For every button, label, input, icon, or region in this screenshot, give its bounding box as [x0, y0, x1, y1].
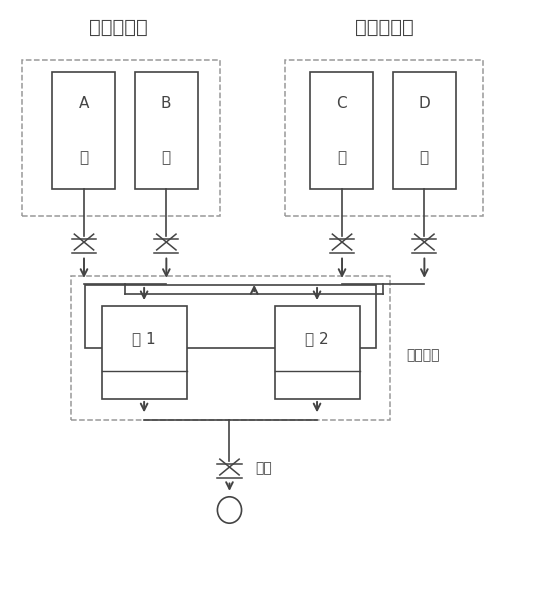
Circle shape	[217, 497, 242, 523]
Text: A: A	[79, 96, 89, 111]
Bar	[71, 276, 390, 420]
Text: 罐: 罐	[337, 150, 346, 165]
Bar	[274, 306, 360, 399]
Bar	[102, 306, 187, 399]
Bar	[135, 72, 198, 189]
Bar	[85, 285, 376, 348]
Text: D: D	[418, 96, 430, 111]
Text: 泵 1: 泵 1	[132, 331, 156, 346]
Bar	[285, 60, 483, 216]
Text: 井口: 井口	[255, 461, 272, 475]
Bar	[310, 72, 373, 189]
Text: 压井液罐组: 压井液罐组	[355, 17, 414, 37]
Text: 泵 2: 泵 2	[305, 331, 329, 346]
Text: 罐: 罐	[419, 150, 429, 165]
Text: 罐: 罐	[161, 150, 171, 165]
Bar	[393, 72, 456, 189]
Bar	[22, 60, 220, 216]
Text: 暂堵液罐组: 暂堵液罐组	[88, 17, 148, 37]
Text: 罐: 罐	[79, 150, 88, 165]
Text: B: B	[161, 96, 171, 111]
Text: C: C	[337, 96, 347, 111]
Text: 高压泵组: 高压泵组	[406, 348, 440, 362]
Bar	[52, 72, 115, 189]
